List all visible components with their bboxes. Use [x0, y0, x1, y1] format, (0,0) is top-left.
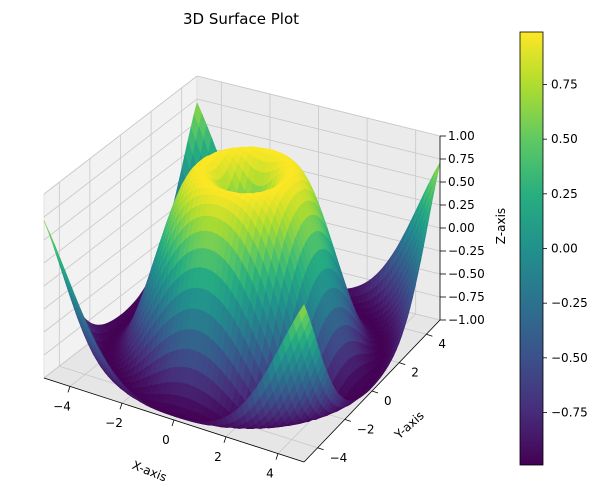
- y-tick: [317, 447, 324, 451]
- x-tick: [119, 403, 123, 410]
- colorbar: [519, 31, 544, 466]
- y-tick-label: −2: [357, 422, 375, 436]
- x-tick-label: 4: [266, 467, 274, 481]
- colorbar-ticks: −0.75 −0.50 −0.25 0.00 0.25 0.50 0.75: [543, 77, 588, 420]
- y-tick-label: 0: [384, 394, 392, 408]
- colorbar-tick-label: −0.50: [551, 351, 588, 365]
- grid-line-z: [43, 98, 441, 218]
- y-tick-label: −4: [330, 451, 348, 465]
- axis-ticks: −4−2024−4−2024−1.00−0.75−0.50−0.250.000.…: [53, 129, 485, 481]
- y-tick: [426, 333, 433, 337]
- z-tick-label: 1.00: [448, 129, 475, 143]
- colorbar-tick-label: −0.25: [551, 296, 588, 310]
- x-tick: [223, 436, 227, 443]
- y-tick: [399, 362, 406, 365]
- x-tick: [67, 386, 71, 393]
- x-tick-label: 0: [162, 433, 170, 447]
- z-tick-label: 0.75: [448, 152, 475, 166]
- x-tick: [171, 419, 175, 427]
- colorbar-tick-label: 0.50: [551, 132, 578, 146]
- z-tick-label: −1.00: [448, 313, 485, 327]
- z-tick-label: 0.50: [448, 175, 475, 189]
- y-axis-label: Y-axis: [391, 408, 427, 442]
- colorbar-tick-label: 0.00: [551, 242, 578, 256]
- colorbar-tick-label: 0.25: [551, 187, 578, 201]
- x-tick-label: −4: [53, 399, 71, 413]
- z-tick-label: 0.00: [448, 221, 475, 235]
- grid-line-z: [43, 75, 441, 195]
- chart-title: 3D Surface Plot: [183, 10, 299, 28]
- z-tick-label: −0.75: [448, 290, 485, 304]
- z-tick-label: 0.25: [448, 198, 475, 212]
- y-tick-label: 4: [438, 337, 446, 351]
- y-tick: [371, 390, 379, 394]
- x-tick: [275, 453, 279, 460]
- surface-facet: [298, 304, 308, 322]
- y-tick-label: 2: [411, 366, 419, 380]
- z-axis-label: Z-axis: [494, 208, 508, 244]
- y-tick: [344, 419, 351, 422]
- colorbar-tick-label: 0.75: [551, 77, 578, 91]
- x-axis-label: X-axis: [130, 458, 169, 484]
- x-tick-label: 2: [214, 450, 222, 464]
- z-tick-label: −0.50: [448, 267, 485, 281]
- z-tick-label: −0.25: [448, 244, 485, 258]
- x-tick-label: −2: [105, 416, 123, 430]
- surface-mesh: [43, 102, 441, 429]
- colorbar-tick-label: −0.75: [551, 406, 588, 420]
